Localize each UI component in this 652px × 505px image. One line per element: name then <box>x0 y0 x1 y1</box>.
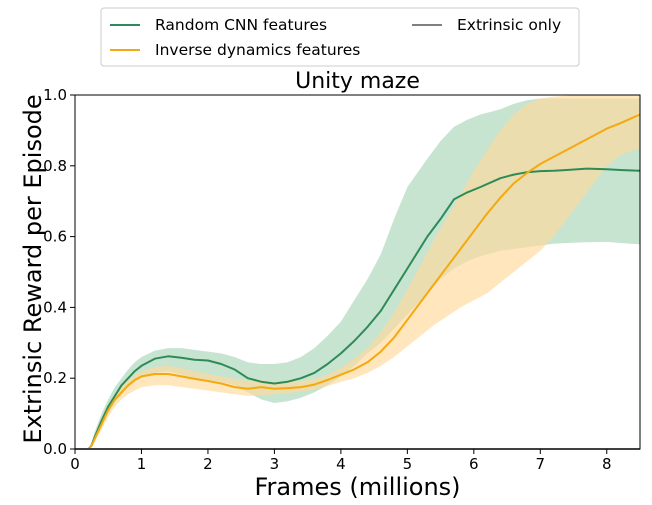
confidence-bands <box>88 95 641 449</box>
x-tick-label: 7 <box>536 455 546 473</box>
legend-box <box>100 7 580 67</box>
x-tick-label: 0 <box>70 455 80 473</box>
x-tick-label: 6 <box>469 455 479 473</box>
axis-ticks: 0 1 2 3 4 5 6 7 8 0.0 0.2 0.4 0.6 0.8 1.0 <box>43 86 611 473</box>
chart-title: Unity maze <box>295 69 420 94</box>
y-tick-label: 0.0 <box>43 440 67 458</box>
y-tick-label: 1.0 <box>43 86 67 104</box>
line-random-cnn-features <box>87 167 641 450</box>
line-inverse-dynamics-features <box>87 113 641 450</box>
y-tick-label: 0.2 <box>43 369 67 387</box>
x-tick-label: 1 <box>137 455 147 473</box>
x-axis-title: Frames (millions) <box>254 473 460 501</box>
y-tick-label: 0.6 <box>43 228 67 246</box>
legend-label-inverse-dynamics-features: Inverse dynamics features <box>155 41 360 59</box>
x-tick-label: 2 <box>203 455 213 473</box>
legend-label-random-cnn-features: Random CNN features <box>155 16 327 34</box>
legend-label-extrinsic-only: Extrinsic only <box>457 16 561 34</box>
y-axis-title: Extrinsic Reward per Episode <box>19 94 47 443</box>
x-tick-label: 8 <box>602 455 612 473</box>
legend: Random CNN features Extrinsic only Inverse… <box>100 7 580 67</box>
band-inverse-dynamics-features <box>88 95 641 449</box>
x-tick-label: 4 <box>336 455 346 473</box>
plot-area <box>74 94 641 450</box>
y-tick-label: 0.4 <box>43 298 67 316</box>
y-tick-label: 0.8 <box>43 157 67 175</box>
x-tick-label: 3 <box>270 455 280 473</box>
x-tick-label: 5 <box>403 455 413 473</box>
